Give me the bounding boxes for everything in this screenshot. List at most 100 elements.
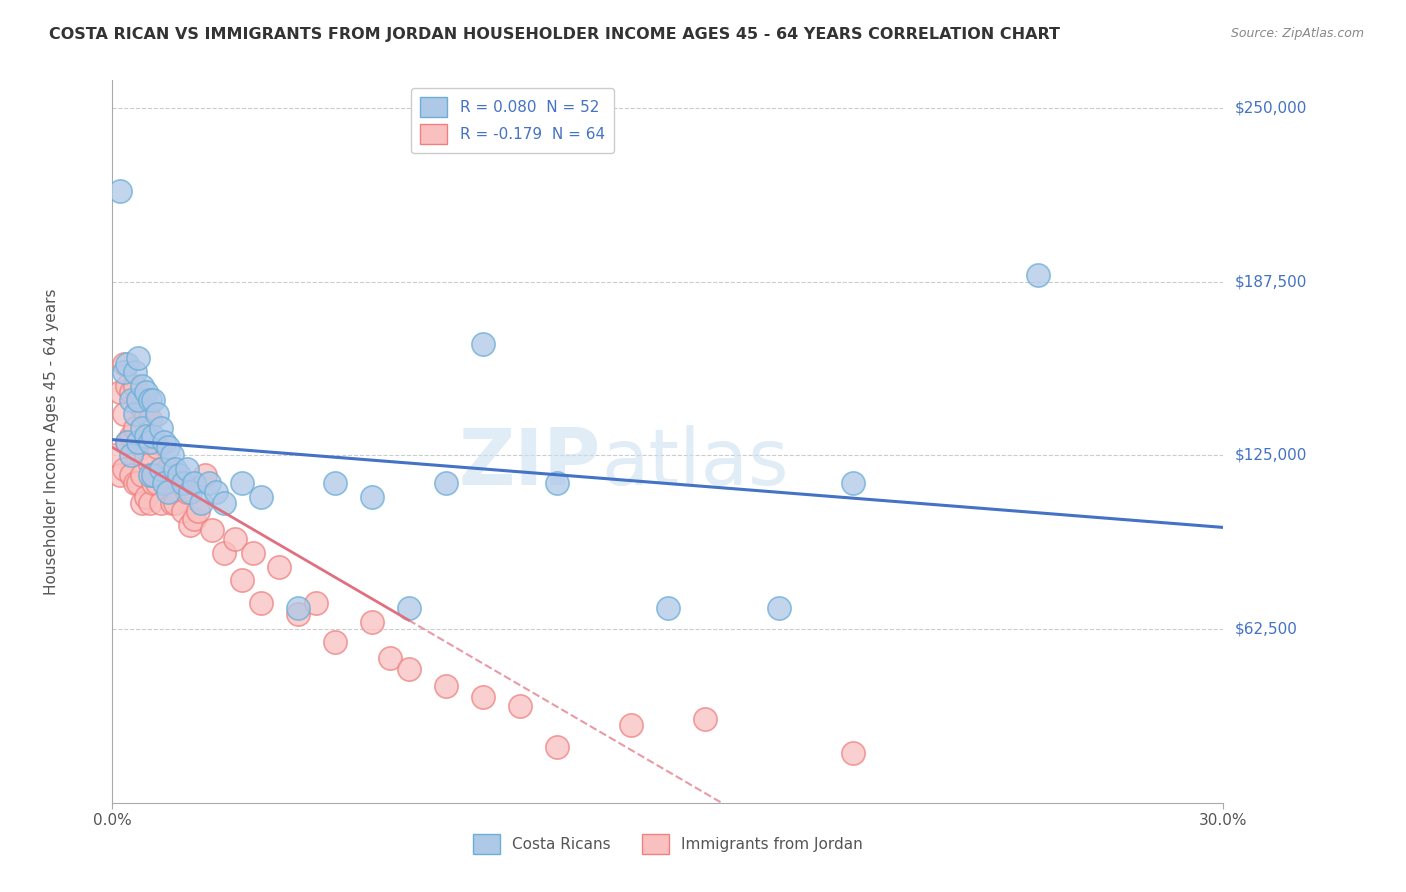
Point	[167, 467, 190, 482]
Point	[117, 434, 139, 449]
Point	[146, 407, 169, 421]
Point	[112, 407, 135, 421]
Point	[138, 457, 160, 471]
Point	[842, 746, 865, 760]
Text: ZIP: ZIP	[458, 425, 602, 501]
Point	[108, 185, 131, 199]
Point	[124, 407, 146, 421]
Point	[183, 512, 205, 526]
Point	[153, 476, 176, 491]
Point	[242, 546, 264, 560]
Point	[124, 379, 146, 393]
Legend: Costa Ricans, Immigrants from Jordan: Costa Ricans, Immigrants from Jordan	[467, 829, 869, 860]
Point	[176, 462, 198, 476]
Point	[120, 429, 142, 443]
Point	[160, 496, 183, 510]
Point	[471, 690, 494, 705]
Point	[323, 634, 346, 648]
Point	[112, 365, 135, 379]
Point	[120, 449, 142, 463]
Point	[138, 467, 160, 482]
Point	[212, 546, 235, 560]
Point	[146, 476, 169, 491]
Point	[187, 504, 209, 518]
Point	[105, 449, 128, 463]
Point	[149, 462, 172, 476]
Text: atlas: atlas	[602, 425, 789, 501]
Point	[224, 532, 246, 546]
Point	[287, 607, 309, 621]
Point	[179, 484, 201, 499]
Point	[138, 496, 160, 510]
Point	[108, 467, 131, 482]
Point	[108, 384, 131, 399]
Point	[146, 440, 169, 454]
Point	[131, 379, 153, 393]
Text: $187,500: $187,500	[1234, 274, 1306, 289]
Point	[197, 476, 219, 491]
Point	[138, 412, 160, 426]
Text: $125,000: $125,000	[1234, 448, 1306, 463]
Point	[620, 718, 643, 732]
Point	[124, 365, 146, 379]
Point	[149, 420, 172, 434]
Point	[142, 392, 165, 407]
Point	[142, 476, 165, 491]
Point	[546, 476, 568, 491]
Point	[138, 434, 160, 449]
Point	[231, 574, 253, 588]
Point	[117, 357, 139, 371]
Point	[149, 462, 172, 476]
Point	[135, 384, 157, 399]
Point	[183, 476, 205, 491]
Point	[120, 384, 142, 399]
Point	[149, 496, 172, 510]
Point	[249, 490, 271, 504]
Point	[509, 698, 531, 713]
Point	[127, 351, 149, 366]
Point	[172, 504, 194, 518]
Point	[768, 601, 790, 615]
Point	[112, 357, 135, 371]
Point	[127, 434, 149, 449]
Point	[172, 476, 194, 491]
Point	[249, 596, 271, 610]
Point	[131, 467, 153, 482]
Point	[287, 601, 309, 615]
Text: COSTA RICAN VS IMMIGRANTS FROM JORDAN HOUSEHOLDER INCOME AGES 45 - 64 YEARS CORR: COSTA RICAN VS IMMIGRANTS FROM JORDAN HO…	[49, 27, 1060, 42]
Point	[323, 476, 346, 491]
Point	[157, 440, 180, 454]
Point	[131, 401, 153, 416]
Point	[153, 467, 176, 482]
Point	[135, 429, 157, 443]
Point	[657, 601, 679, 615]
Point	[842, 476, 865, 491]
Point	[305, 596, 328, 610]
Point	[127, 434, 149, 449]
Point	[120, 467, 142, 482]
Point	[380, 651, 402, 665]
Point	[167, 476, 190, 491]
Point	[160, 449, 183, 463]
Point	[131, 496, 153, 510]
Point	[398, 662, 420, 676]
Point	[117, 379, 139, 393]
Point	[124, 420, 146, 434]
Point	[127, 392, 149, 407]
Point	[398, 601, 420, 615]
Point	[112, 462, 135, 476]
Point	[201, 524, 224, 538]
Point	[165, 462, 187, 476]
Text: $250,000: $250,000	[1234, 101, 1306, 116]
Point	[165, 496, 187, 510]
Point	[117, 434, 139, 449]
Point	[135, 449, 157, 463]
Point	[1026, 268, 1049, 282]
Point	[142, 467, 165, 482]
Point	[179, 517, 201, 532]
Point	[176, 484, 198, 499]
Point	[157, 484, 180, 499]
Point	[190, 496, 212, 510]
Point	[231, 476, 253, 491]
Point	[546, 740, 568, 755]
